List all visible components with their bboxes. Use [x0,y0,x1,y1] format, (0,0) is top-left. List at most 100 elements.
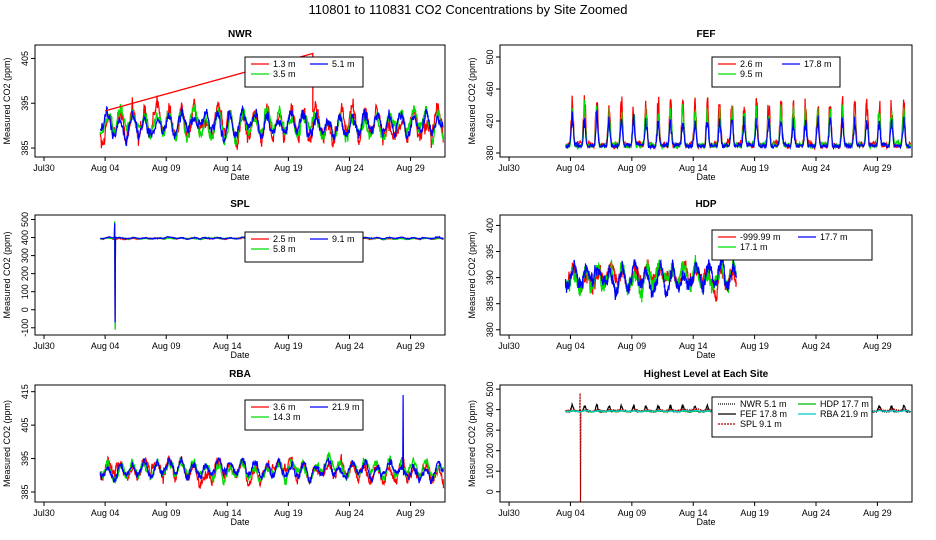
plot-frame [499,44,913,158]
y-tick-label: 395 [20,451,30,466]
panel-title: RBA [229,369,251,380]
x-tick-label: Aug 24 [802,341,831,351]
legend-label-rba: RBA 21.9 m [820,409,868,419]
y-tick-label: 500 [485,49,495,64]
legend-label-3-5-m: 3.5 m [273,69,296,79]
y-tick-label: 500 [20,212,30,227]
x-tick-label: Aug 24 [802,163,831,173]
legend-label-17-1-m: 17.1 m [740,242,768,252]
y-tick-label: 300 [485,423,495,438]
legend-box [244,231,364,263]
x-tick-label: Aug 04 [556,163,585,173]
series-line-17-8-m [565,110,912,151]
x-tick-label: Aug 04 [91,508,120,518]
legend-label-1-3-m: 1.3 m [273,59,296,69]
series-line-5-1-m [99,104,444,147]
legend: 3.6 m14.3 m 21.9 m [244,399,364,431]
legend: -999.99 m17.1 m 17.7 m [711,229,873,261]
x-tick-label: Aug 19 [274,163,303,173]
y-tick-label: 380 [485,322,495,337]
y-tick-label: 390 [485,270,495,285]
legend-label-hdp: HDP 17.7 m [820,399,869,409]
panel-title: NWR [228,29,253,40]
y-tick-label: 400 [485,402,495,417]
x-tick-label: Aug 19 [740,508,769,518]
y-tick-label: 400 [20,230,30,245]
x-tick-label: Aug 24 [335,508,364,518]
y-tick-label: 460 [485,81,495,96]
x-tick-label: Aug 24 [802,508,831,518]
x-tick-label: Aug 04 [91,341,120,351]
legend: 2.5 m5.8 m 9.1 m [244,231,364,263]
x-tick-label: Aug 14 [679,163,708,173]
y-axis-label: Measured CO2 (ppm) [2,57,12,144]
legend-label-17-7-m: 17.7 m [820,232,848,242]
plot-area [564,254,737,303]
x-tick-label: Aug 19 [740,341,769,351]
x-axis-label: Date [696,350,715,360]
x-tick-label: Aug 29 [396,341,425,351]
panel-title: SPL [230,199,249,210]
x-tick-label: Aug 14 [679,341,708,351]
x-tick-label: Jul30 [33,341,55,351]
x-tick-label: Aug 09 [618,163,647,173]
series-line-17-7-m [564,256,737,300]
series-line-21-9-m [99,394,445,486]
series-line-2-6-m [565,95,912,151]
y-tick-label: 200 [20,266,30,281]
panel-fef: FEF Jul30 Aug 04 Aug 09 Aug 14 Aug 19 Aug 24 Au… [467,29,913,182]
x-tick-label: Aug 24 [335,163,364,173]
x-tick-label: Aug 09 [152,341,181,351]
legend-label-9-5-m: 9.5 m [740,69,763,79]
y-axis-label: Measured CO2 (ppm) [2,231,12,318]
x-tick-label: Jul30 [33,508,55,518]
y-tick-label: 395 [20,96,30,111]
y-tick-label: 385 [20,484,30,499]
y-axis-label: Measured CO2 (ppm) [467,400,477,487]
legend-label-spl: SPL 9.1 m [740,419,782,429]
plot-frame [34,44,446,158]
x-tick-label: Aug 04 [556,341,585,351]
y-tick-label: 0 [485,489,495,494]
x-tick-label: Jul30 [498,163,520,173]
y-tick-label: 395 [485,244,495,259]
x-tick-label: Jul30 [498,341,520,351]
y-tick-label: 300 [20,248,30,263]
plot-frame [499,214,913,336]
y-tick-label: 385 [20,141,30,156]
x-tick-label: Aug 29 [396,508,425,518]
legend-label-999-99-m: -999.99 m [740,232,781,242]
y-tick-label: 500 [485,382,495,397]
y-tick-label: 420 [485,113,495,128]
x-tick-label: Aug 29 [863,341,892,351]
x-tick-label: Jul30 [33,163,55,173]
legend-label-21-9-m: 21.9 m [332,402,360,412]
y-tick-label: 385 [485,296,495,311]
x-tick-label: Aug 14 [213,508,242,518]
legend: 1.3 m3.5 m 5.1 m [244,56,364,88]
legend: 2.6 m9.5 m 17.8 m [711,56,841,88]
x-tick-label: Aug 09 [618,508,647,518]
x-axis-label: Date [230,172,249,182]
legend-box [711,229,873,261]
legend-box [711,56,841,88]
x-axis-label: Date [230,517,249,527]
y-tick-label: 200 [485,443,495,458]
legend-box [244,399,364,431]
x-tick-label: Aug 29 [863,508,892,518]
legend-label-17-8-m: 17.8 m [804,59,832,69]
panel-nwr: NWR Jul30 Aug 04 Aug 09 Aug 14 Aug 19 Aug 24 Au… [2,29,446,182]
x-tick-label: Aug 14 [213,163,242,173]
plot-frame [34,214,446,336]
x-tick-label: Aug 14 [213,341,242,351]
figure-title: 110801 to 110831 CO2 Concentrations by S… [309,2,628,17]
y-tick-label: 380 [485,145,495,160]
panel-title: HDP [695,199,716,210]
panel-rba: RBA Jul30 Aug 04 Aug 09 Aug 14 Aug 19 Aug 24 Au… [2,369,446,527]
y-tick-label: 100 [20,284,30,299]
legend-label-2-5-m: 2.5 m [273,234,296,244]
legend-label-fef: FEF 17.8 m [740,409,787,419]
x-tick-label: Aug 29 [863,163,892,173]
